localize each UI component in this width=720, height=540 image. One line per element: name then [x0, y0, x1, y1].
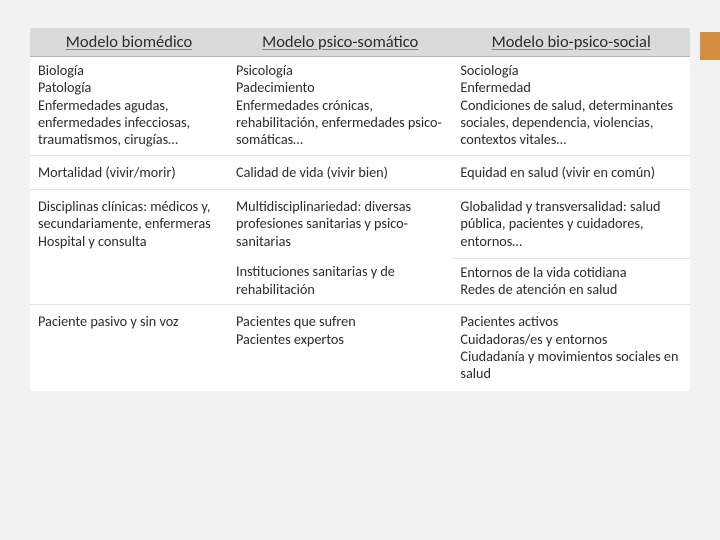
cell: Globalidad y transversalidad: salud públ…: [452, 189, 690, 258]
cell: Entornos de la vida cotidianaRedes de at…: [452, 258, 690, 305]
table-row: Mortalidad (vivir/morir) Calidad de vida…: [30, 155, 690, 189]
table-row: BiologíaPatologíaEnfermedades agudas, en…: [30, 57, 690, 156]
cell: Multidisciplinariedad: diversas profesio…: [228, 189, 452, 258]
cell: Pacientes que sufrenPacientes expertos: [228, 305, 452, 391]
comparison-table: Modelo biomédico Modelo psico-somático M…: [30, 28, 690, 391]
cell: Disciplinas clínicas: médicos y, secunda…: [30, 189, 228, 305]
accent-bar: [700, 32, 720, 60]
cell: Mortalidad (vivir/morir): [30, 155, 228, 189]
cell: Instituciones sanitarias y de rehabilita…: [228, 258, 452, 305]
table-row: Paciente pasivo y sin voz Pacientes que …: [30, 305, 690, 391]
col-header-psicosomatico: Modelo psico-somático: [228, 28, 452, 57]
cell: Paciente pasivo y sin voz: [30, 305, 228, 391]
cell: BiologíaPatologíaEnfermedades agudas, en…: [30, 57, 228, 156]
cell: Equidad en salud (vivir en común): [452, 155, 690, 189]
col-header-biopsicosocial: Modelo bio-psico-social: [452, 28, 690, 57]
cell: SociologíaEnfermedadCondiciones de salud…: [452, 57, 690, 156]
table-header-row: Modelo biomédico Modelo psico-somático M…: [30, 28, 690, 57]
cell: Calidad de vida (vivir bien): [228, 155, 452, 189]
cell: PsicologíaPadecimientoEnfermedades cróni…: [228, 57, 452, 156]
comparison-table-container: Modelo biomédico Modelo psico-somático M…: [30, 28, 690, 391]
cell: Pacientes activosCuidadoras/es y entorno…: [452, 305, 690, 391]
col-header-biomedico: Modelo biomédico: [30, 28, 228, 57]
table-row: Disciplinas clínicas: médicos y, secunda…: [30, 189, 690, 258]
